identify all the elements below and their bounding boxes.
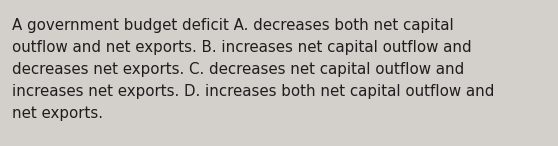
Text: A government budget deficit A. decreases both net capital: A government budget deficit A. decreases… [12,18,454,33]
Text: net exports.: net exports. [12,106,103,121]
Text: increases net exports. D. increases both net capital outflow and: increases net exports. D. increases both… [12,84,494,99]
Text: outflow and net exports. B. increases net capital outflow and: outflow and net exports. B. increases ne… [12,40,472,55]
Text: decreases net exports. C. decreases net capital outflow and: decreases net exports. C. decreases net … [12,62,464,77]
